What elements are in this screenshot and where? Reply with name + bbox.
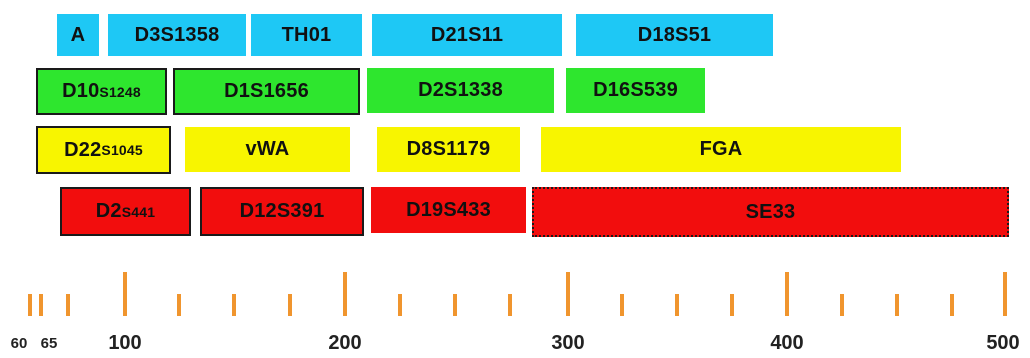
axis-label-500: 500 — [986, 332, 1020, 354]
marker-label: SE33 — [745, 200, 796, 223]
axis-tick — [66, 294, 70, 316]
marker-D19S433: D19S433 — [371, 187, 526, 233]
marker-label: D22 — [64, 138, 102, 161]
axis-tick-major — [1003, 272, 1007, 316]
axis-tick-major — [566, 272, 570, 316]
axis-tick — [39, 294, 43, 316]
marker-D8S1179: D8S1179 — [377, 127, 520, 172]
axis-tick-major — [123, 272, 127, 316]
marker-label: D2S1338 — [418, 79, 503, 101]
marker-D2S441: D2 S441 — [60, 187, 191, 236]
marker-D22S1045: D22 S1045 — [36, 126, 171, 174]
marker-label: D21S11 — [430, 23, 504, 46]
marker-D3S1358: D3S1358 — [108, 14, 246, 56]
marker-D2S1338: D2S1338 — [367, 68, 554, 113]
axis-tick — [675, 294, 679, 316]
marker-TH01: TH01 — [251, 14, 362, 56]
axis-tick — [508, 294, 512, 316]
axis-tick — [950, 294, 954, 316]
axis-tick — [288, 294, 292, 316]
marker-label: D19S433 — [406, 198, 491, 221]
marker-label: D3S1358 — [134, 23, 220, 46]
marker-label: D12S391 — [239, 200, 325, 222]
axis-tick — [453, 294, 457, 316]
marker-label: D16S539 — [593, 79, 678, 101]
marker-D1S1656: D1S1656 — [173, 68, 360, 115]
axis-tick — [28, 294, 32, 316]
axis-tick — [177, 294, 181, 316]
axis-tick-major — [343, 272, 347, 316]
axis-tick — [730, 294, 734, 316]
marker-label: FGA — [699, 138, 743, 160]
marker-vWA: vWA — [185, 127, 350, 172]
marker-D18S51: D18S51 — [576, 14, 773, 56]
axis-label-300: 300 — [551, 332, 585, 354]
axis-label-400: 400 — [770, 332, 804, 354]
marker-sublabel: S1248 — [99, 83, 141, 100]
axis-tick-major — [785, 272, 789, 316]
marker-sublabel: S1045 — [101, 142, 143, 158]
marker-FGA: FGA — [541, 127, 901, 172]
marker-label: D18S51 — [637, 23, 712, 46]
marker-SE33: SE33 — [532, 187, 1009, 237]
marker-D21S11: D21S11 — [372, 14, 562, 56]
marker-label: D2 — [95, 200, 122, 222]
marker-sublabel: S441 — [121, 203, 156, 220]
marker-label: TH01 — [281, 23, 332, 46]
marker-D12S391: D12S391 — [200, 187, 364, 236]
axis-tick — [398, 294, 402, 316]
marker-label: D8S1179 — [406, 138, 491, 160]
axis-tick — [620, 294, 624, 316]
marker-D16S539: D16S539 — [566, 68, 705, 113]
axis-tick — [232, 294, 236, 316]
axis-tick — [895, 294, 899, 316]
axis-tick — [840, 294, 844, 316]
marker-D10S1248: D10 S1248 — [36, 68, 167, 115]
marker-label: D10 — [62, 80, 100, 102]
marker-label: D1S1656 — [224, 80, 309, 102]
marker-A: A — [57, 14, 99, 56]
marker-label: A — [70, 23, 86, 46]
axis-label-65: 65 — [40, 335, 58, 352]
axis-label-100: 100 — [108, 332, 142, 354]
axis-label-200: 200 — [328, 332, 362, 354]
axis-label-60: 60 — [10, 335, 28, 352]
marker-label: vWA — [245, 138, 290, 160]
